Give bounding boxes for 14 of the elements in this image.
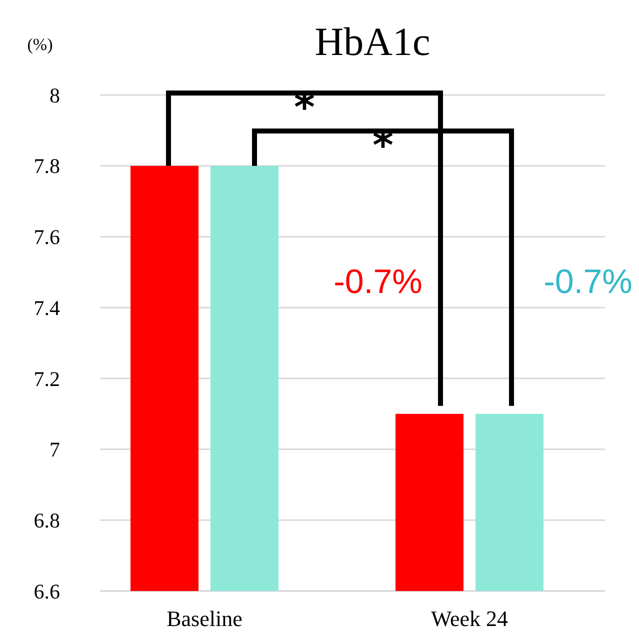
y-tick-label: 7.2 bbox=[34, 366, 60, 391]
y-axis-title: (%) bbox=[27, 35, 53, 54]
annotation: -0.7% bbox=[544, 263, 632, 301]
x-tick-label: Week 24 bbox=[430, 606, 508, 631]
y-tick-label: 7.8 bbox=[34, 154, 60, 178]
x-tick-label: Baseline bbox=[166, 606, 242, 631]
y-tick-label: 7.6 bbox=[34, 225, 60, 250]
y-tick-label: 7 bbox=[50, 438, 60, 462]
y-tick-label: 6.8 bbox=[34, 508, 60, 532]
chart-title: HbA1c bbox=[314, 19, 430, 64]
y-tick-label: 6.6 bbox=[34, 579, 60, 604]
y-tick-label: 7.4 bbox=[34, 296, 60, 320]
y-tick-label: 8 bbox=[50, 83, 60, 108]
annotation: -0.7% bbox=[334, 263, 422, 301]
